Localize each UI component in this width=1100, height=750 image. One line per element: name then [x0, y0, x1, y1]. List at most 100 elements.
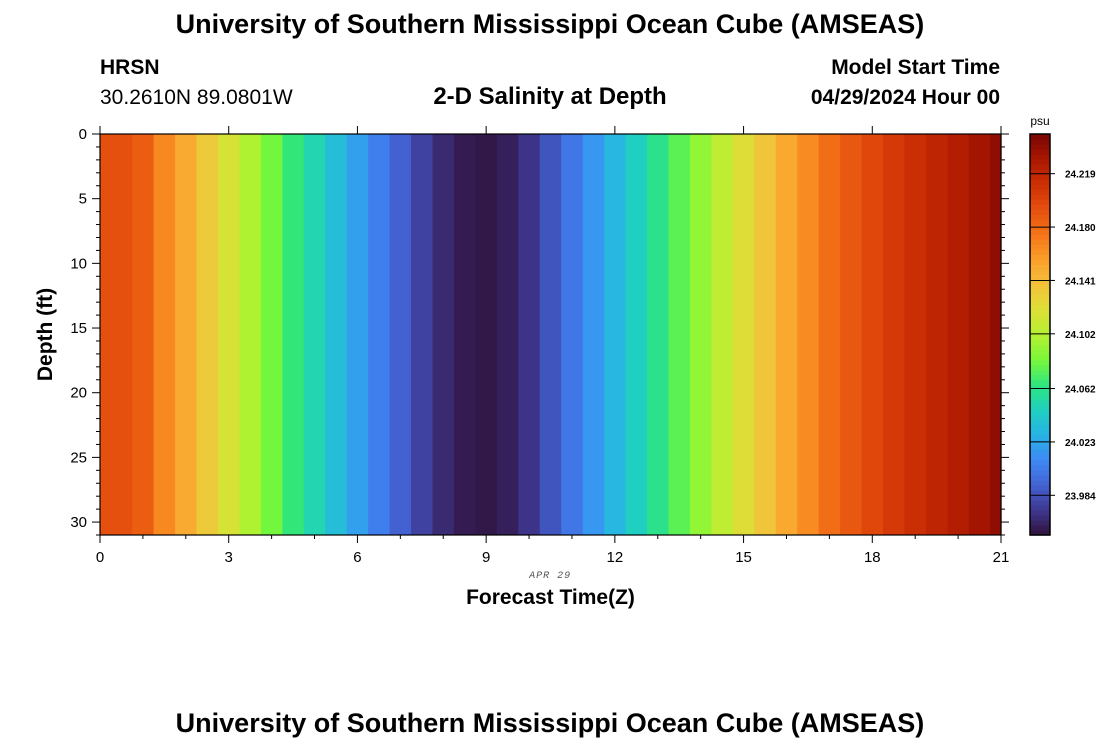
colorbar-segment [1030, 314, 1050, 321]
heatmap-cell [411, 134, 434, 535]
colorbar: 23.984 24.023 24.062 24.102 24.141 24.180 24.2… [1029, 133, 1096, 536]
colorbar-segment [1030, 219, 1050, 225]
heatmap-cell [453, 134, 477, 535]
colorbar-tick-label: 24.062 [1065, 385, 1096, 396]
heatmap-cell [968, 134, 991, 535]
colorbar-segment [1030, 149, 1050, 155]
heatmap-cell [990, 134, 1002, 535]
y-tick-label: 10 [70, 255, 87, 272]
colorbar-segment [1030, 369, 1050, 376]
heatmap-cell [689, 134, 712, 535]
colorbar-segment [1030, 329, 1050, 336]
colorbar-segment [1030, 414, 1050, 421]
heatmap-cell [754, 134, 777, 535]
colorbar-segment [1030, 389, 1050, 396]
colorbar-segment [1030, 499, 1050, 506]
colorbar-segment [1030, 249, 1050, 255]
colorbar-segment [1030, 509, 1050, 516]
heatmap-cell [239, 134, 262, 535]
heatmap-cell [797, 134, 820, 535]
heatmap-cell [604, 134, 627, 535]
heatmap-cell [196, 134, 219, 535]
heatmap-cell [217, 134, 241, 535]
colorbar-segment [1030, 199, 1050, 205]
colorbar-segment [1030, 144, 1050, 150]
heatmap-cell [260, 134, 283, 535]
x-tick-label: 21 [993, 549, 1010, 566]
colorbar-segment [1030, 519, 1050, 526]
colorbar-segment [1030, 204, 1050, 210]
colorbar-segment [1030, 339, 1050, 346]
colorbar-segment [1030, 194, 1050, 200]
heatmap-cell [732, 134, 755, 535]
heatmap-cell [153, 134, 176, 535]
heatmap-cell [303, 134, 326, 535]
y-tick-label: 0 [79, 126, 87, 143]
colorbar-tick-label: 24.180 [1065, 223, 1096, 234]
x-tick-label: 9 [482, 549, 490, 566]
heatmap-cell [883, 134, 906, 535]
x-tick-label: 12 [607, 549, 624, 566]
heatmap-cell [947, 134, 970, 535]
colorbar-segment [1030, 474, 1050, 481]
heatmap-cell [132, 134, 155, 535]
colorbar-unit-label: psu [1030, 114, 1049, 128]
colorbar-segment [1030, 404, 1050, 411]
colorbar-segment [1030, 359, 1050, 366]
colorbar-segment [1030, 459, 1050, 466]
colorbar-segment [1030, 274, 1050, 280]
colorbar-frame [1029, 133, 1051, 536]
colorbar-segment [1030, 429, 1050, 436]
colorbar-segment [1030, 154, 1050, 160]
colorbar-segment [1030, 299, 1050, 306]
colorbar-segment [1030, 444, 1050, 451]
colorbar-segment [1030, 334, 1050, 341]
colorbar-segment [1030, 419, 1050, 426]
colorbar-segment [1030, 169, 1050, 175]
model-start-value: 04/29/2024 Hour 00 [810, 86, 1000, 109]
colorbar-segment [1030, 434, 1050, 441]
plot-title: 2-D Salinity at Depth [433, 83, 667, 110]
colorbar-segment [1030, 174, 1050, 180]
colorbar-segment [1030, 484, 1050, 491]
heatmap-cell [389, 134, 412, 535]
colorbar-tick-label: 24.219 [1065, 170, 1096, 181]
colorbar-segment [1030, 244, 1050, 250]
x-tick-label: 6 [353, 549, 361, 566]
colorbar-segment [1030, 354, 1050, 361]
y-tick-label: 20 [70, 385, 87, 402]
colorbar-segment [1030, 209, 1050, 215]
colorbar-segment [1030, 424, 1050, 431]
heatmap-cell [582, 134, 605, 535]
colorbar-segment [1030, 364, 1050, 371]
heatmap-cell [625, 134, 648, 535]
colorbar-segment [1030, 439, 1050, 446]
colorbar-segment [1030, 449, 1050, 456]
heatmap-cell [346, 134, 369, 535]
colorbar-segment [1030, 504, 1050, 511]
heatmap-cell [840, 134, 863, 535]
x-tick-label: 0 [96, 549, 104, 566]
heatmap-cell [175, 134, 198, 535]
heatmap-cell [711, 134, 734, 535]
colorbar-tick-label: 24.023 [1065, 438, 1096, 449]
x-tick-label: 18 [864, 549, 881, 566]
heatmap-cell [925, 134, 948, 535]
colorbar-segment [1030, 134, 1050, 140]
colorbar-segment [1030, 514, 1050, 521]
colorbar-segment [1030, 259, 1050, 265]
heatmap-cell [100, 134, 133, 535]
colorbar-segment [1030, 269, 1050, 275]
heatmap-cell [368, 134, 391, 535]
heatmap-cell [818, 134, 841, 535]
colorbar-segment [1030, 184, 1050, 190]
colorbar-segment [1030, 464, 1050, 471]
heatmap-cell [518, 134, 541, 535]
heatmap-cell [775, 134, 798, 535]
colorbar-segment [1030, 524, 1050, 531]
y-tick-label: 25 [70, 449, 87, 466]
heatmap-cell [861, 134, 884, 535]
station-name: HRSN [100, 56, 160, 79]
station-coordinates: 30.2610N 89.0801W [100, 86, 293, 109]
